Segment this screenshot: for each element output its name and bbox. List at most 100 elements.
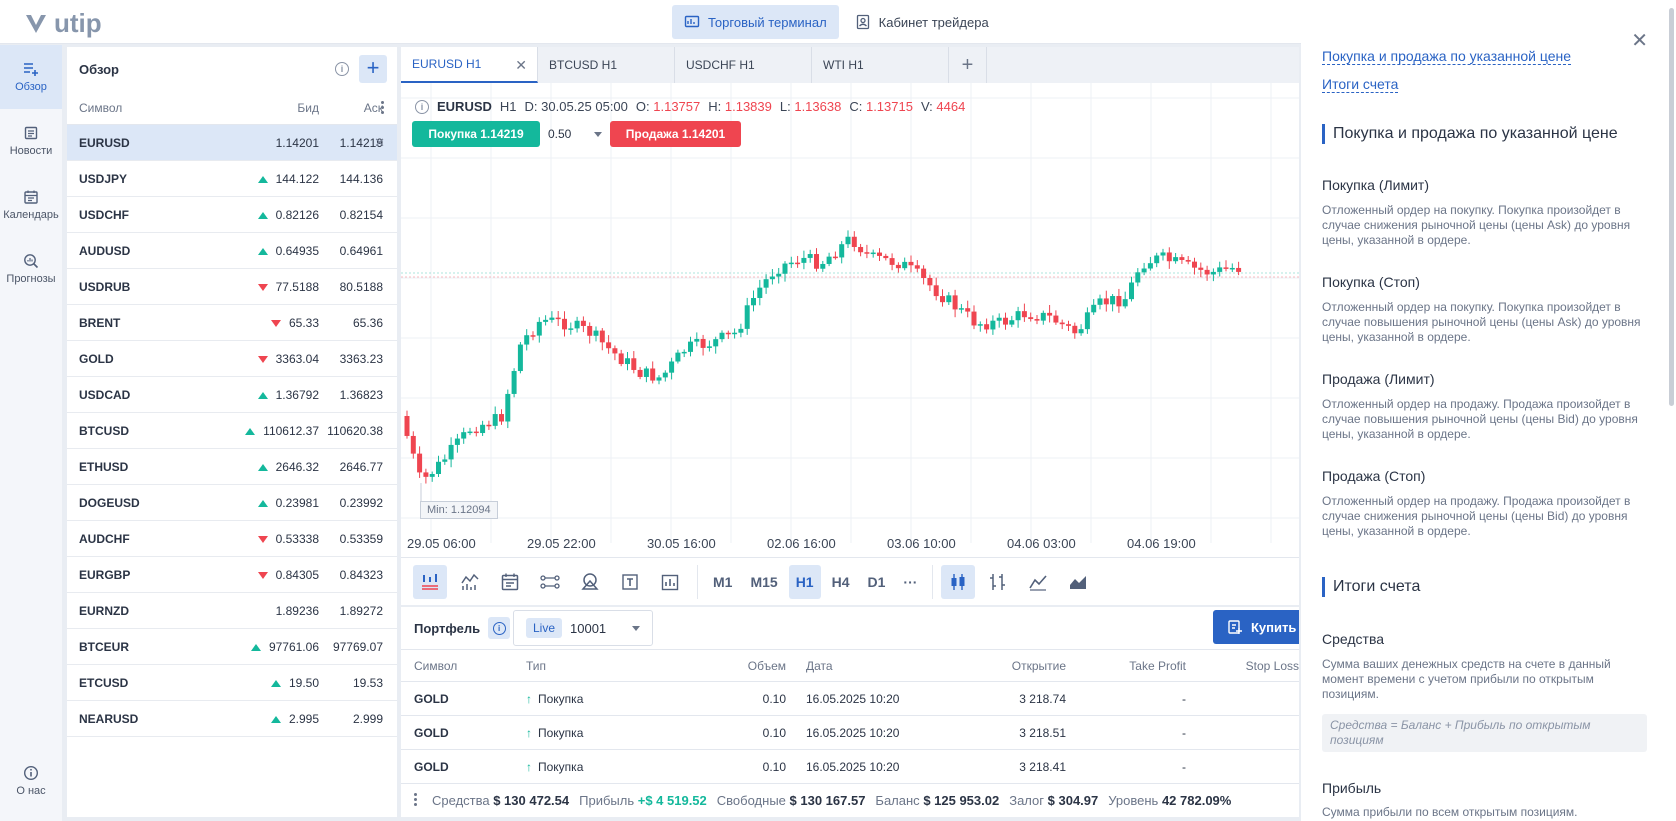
timeframe-more[interactable]: ···: [903, 573, 918, 590]
order-icon: [1228, 620, 1242, 634]
sidebar-item-calendar[interactable]: Календарь: [0, 173, 62, 237]
timeframe-h1[interactable]: H1: [788, 564, 821, 599]
watchlist-row[interactable]: ETCUSD 19.50 19.53: [67, 665, 397, 701]
trend-line-icon[interactable]: [533, 565, 567, 599]
watchlist-row[interactable]: USDJPY 144.122 144.136: [67, 161, 397, 197]
chart-tabs: EURUSD H1 ✕ BTCUSD H1 USDCHF H1 WTI H1 +: [401, 47, 1299, 83]
tab-wti[interactable]: WTI H1: [812, 47, 949, 83]
tab-label: USDCHF H1: [686, 58, 755, 72]
row-symbol: EURUSD: [79, 135, 130, 150]
watchlist-row[interactable]: BTCUSD 110612.37 110620.38: [67, 413, 397, 449]
add-tab-button[interactable]: +: [949, 47, 987, 83]
help-link-summary[interactable]: Итоги счета: [1322, 76, 1399, 93]
sell-button[interactable]: Продажа 1.14201: [610, 121, 741, 147]
column-menu-icon[interactable]: [381, 101, 385, 116]
candle: [612, 348, 618, 354]
watchlist-row[interactable]: EURNZD 1.89236 1.89272: [67, 593, 397, 629]
candle: [801, 257, 807, 263]
ohlc-volume: V: 4464: [920, 99, 966, 114]
candle: [952, 295, 958, 310]
table-row[interactable]: GOLD ↑ Покупка 0.10 16.05.2025 10:20 3 218.74…: [401, 681, 1299, 715]
help-equity-title: Средства: [1322, 631, 1385, 647]
candle: [580, 320, 586, 326]
candle: [1110, 296, 1116, 305]
area-chart-icon[interactable]: [1061, 565, 1095, 599]
column-open: Открытие: [1011, 658, 1066, 673]
candle: [631, 358, 637, 370]
timeframe-h4[interactable]: H4: [831, 573, 850, 590]
oscillator-icon[interactable]: [453, 565, 487, 599]
tab-eurusd[interactable]: EURUSD H1 ✕: [401, 47, 538, 83]
portfolio-panel: Портфель i Live 10001 Купить Символ Тип …: [401, 607, 1299, 817]
buy-order-button[interactable]: Купить: [1213, 610, 1299, 644]
row-symbol: USDJPY: [79, 171, 128, 186]
table-row[interactable]: GOLD ↑ Покупка 0.10 16.05.2025 10:20 3 218.51…: [401, 715, 1299, 749]
tab-usdchf[interactable]: USDCHF H1: [675, 47, 812, 83]
column-date: Дата: [806, 658, 833, 673]
watchlist-row[interactable]: BRENT 65.33 65.36: [67, 305, 397, 341]
buy-button[interactable]: Покупка 1.14219: [412, 121, 540, 147]
cell-type: ↑ Покупка: [526, 759, 584, 774]
sidebar-item-overview[interactable]: Обзор: [0, 45, 62, 109]
logo[interactable]: utip: [24, 8, 102, 39]
sidebar-item-about[interactable]: О нас: [0, 749, 62, 813]
timeframe-m15[interactable]: M15: [750, 573, 778, 590]
account-select[interactable]: Live 10001: [513, 610, 653, 646]
sidebar-item-forecasts[interactable]: Прогнозы: [0, 237, 62, 301]
watchlist-row[interactable]: NEARUSD 2.995 2.999: [67, 701, 397, 737]
timeframe-d1[interactable]: D1: [867, 573, 886, 590]
watchlist-row[interactable]: USDRUB 77.5188 80.5188: [67, 269, 397, 305]
line-chart-icon[interactable]: [1021, 565, 1055, 599]
template-icon[interactable]: [653, 565, 687, 599]
indicators-icon[interactable]: [413, 564, 447, 599]
info-icon[interactable]: i: [488, 617, 511, 639]
timeframe-m1[interactable]: M1: [713, 573, 733, 590]
watchlist-row[interactable]: USDCHF 0.82126 0.82154: [67, 197, 397, 233]
chart-date: D: 30.05.25 05:00: [524, 99, 628, 114]
candle: [1198, 267, 1204, 270]
chart-timeframe: H1: [499, 99, 517, 114]
candle: [965, 308, 971, 312]
remove-icon[interactable]: ✕: [374, 135, 385, 150]
info-icon[interactable]: i: [415, 99, 429, 114]
close-icon[interactable]: ✕: [515, 57, 527, 73]
watchlist-row[interactable]: GOLD 3363.04 3363.23: [67, 341, 397, 377]
watchlist-columns: Символ Бид Аск: [67, 91, 397, 125]
row-ask: 1.14219: [339, 135, 383, 150]
calendar-events-icon[interactable]: [493, 565, 527, 599]
info-icon[interactable]: i: [335, 62, 349, 76]
sidebar-item-news[interactable]: Новости: [0, 109, 62, 173]
help-link-orders[interactable]: Покупка и продажа по указанной цене: [1322, 48, 1572, 65]
add-symbol-button[interactable]: +: [359, 55, 387, 83]
summary-menu-icon[interactable]: [414, 793, 418, 808]
help-profit-text: Сумма прибыли по всем открытым позициям.: [1322, 805, 1578, 819]
close-icon[interactable]: ✕: [1631, 30, 1648, 52]
candle: [505, 393, 511, 422]
arrow-up-icon: [257, 499, 268, 507]
watchlist-row[interactable]: AUDCHF 0.53338 0.53359: [67, 521, 397, 557]
watchlist-row[interactable]: BTCEUR 97761.06 97769.07: [67, 629, 397, 665]
text-tool-icon[interactable]: [613, 565, 647, 599]
candle: [694, 338, 700, 342]
logo-text: utip: [54, 8, 102, 38]
watchlist-row[interactable]: ETHUSD 2646.32 2646.77: [67, 449, 397, 485]
help-scrollbar[interactable]: [1669, 8, 1674, 406]
watchlist-row[interactable]: EURGBP 0.84305 0.84323: [67, 557, 397, 593]
candlestick-chart[interactable]: [401, 83, 1299, 557]
watchlist-header: Обзор i +: [67, 47, 397, 91]
table-row[interactable]: GOLD ↑ Покупка 0.10 16.05.2025 10:20 3 218.41…: [401, 749, 1299, 783]
candle: [1217, 267, 1223, 272]
volume-select[interactable]: 0.50: [540, 121, 610, 147]
watchlist-row[interactable]: USDCAD 1.36792 1.36823: [67, 377, 397, 413]
candle: [404, 416, 410, 436]
tab-label: WTI H1: [823, 58, 864, 72]
tab-btcusd[interactable]: BTCUSD H1: [538, 47, 675, 83]
watchlist-row[interactable]: DOGEUSD 0.23981 0.23992: [67, 485, 397, 521]
nav-trading-terminal[interactable]: Торговый терминал: [672, 5, 839, 39]
bars-icon[interactable]: [981, 565, 1015, 599]
watchlist-row[interactable]: EURUSD 1.14201 1.14219 ✕: [67, 125, 397, 161]
shapes-icon[interactable]: [573, 565, 607, 599]
watchlist-row[interactable]: AUDUSD 0.64935 0.64961: [67, 233, 397, 269]
candles-icon[interactable]: [941, 564, 976, 599]
nav-trader-cabinet[interactable]: Кабинет трейдера: [843, 5, 1001, 39]
